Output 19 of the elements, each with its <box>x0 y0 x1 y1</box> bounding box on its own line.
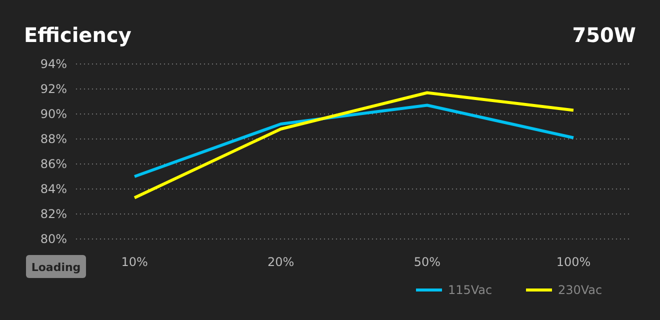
y-tick-label: 84% <box>40 182 67 196</box>
x-tick-label: 100% <box>556 255 591 269</box>
x-tick-label: 20% <box>268 255 294 269</box>
y-tick-label: 82% <box>40 207 67 222</box>
legend-label: 230Vac <box>558 283 602 298</box>
y-tick-label: 92% <box>40 82 67 96</box>
y-tick-label: 88% <box>40 132 67 146</box>
y-tick-label: 90% <box>40 107 67 122</box>
x-tick-label: 10% <box>121 255 148 269</box>
line-series <box>133 91 575 200</box>
y-tick-label: 80% <box>40 232 67 246</box>
chart-subtitle: 750W <box>572 23 636 47</box>
button: Loading <box>26 255 86 278</box>
line-series <box>133 104 575 178</box>
chart-title: Efficiency <box>24 23 132 47</box>
x-tick-label: 50% <box>414 255 440 269</box>
y-tick-label: 86% <box>40 157 67 172</box>
y-tick-label: 94% <box>40 57 67 72</box>
legend-label: 115Vac <box>448 283 492 298</box>
